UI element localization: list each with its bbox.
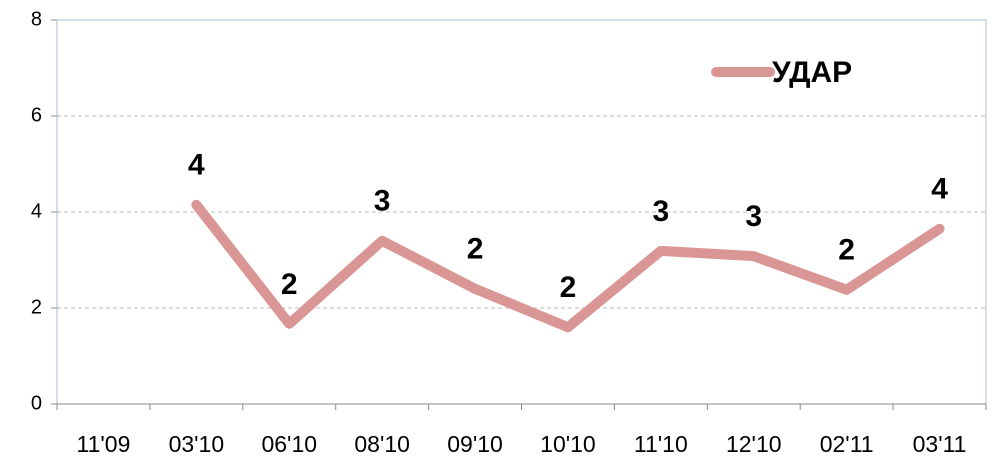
data-label: 3 xyxy=(653,195,670,228)
x-tick-label: 11'10 xyxy=(634,431,688,457)
data-label: 3 xyxy=(745,200,762,233)
data-label: 3 xyxy=(374,185,391,218)
y-tick-label: 4 xyxy=(31,200,42,222)
x-tick-label: 02'11 xyxy=(820,431,874,457)
x-tick-label: 12'10 xyxy=(726,431,782,457)
data-label: 2 xyxy=(467,233,484,266)
x-tick-label: 03'11 xyxy=(913,431,967,457)
y-tick-label: 0 xyxy=(31,392,42,414)
data-label: 4 xyxy=(188,149,205,182)
y-tick-label: 8 xyxy=(31,8,42,30)
y-tick-label: 6 xyxy=(31,104,42,126)
data-label: 2 xyxy=(560,271,577,304)
x-tick-label: 06'10 xyxy=(261,431,317,457)
x-tick-label: 09'10 xyxy=(447,431,503,457)
x-tick-label: 08'10 xyxy=(354,431,410,457)
legend-box xyxy=(636,36,958,108)
data-label: 2 xyxy=(281,268,298,301)
x-tick-label: 10'10 xyxy=(540,431,596,457)
x-tick-label: 03'10 xyxy=(169,431,225,457)
data-label: 2 xyxy=(838,234,855,267)
legend-label: УДАР xyxy=(772,56,852,89)
data-line xyxy=(191,199,945,333)
y-tick-label: 2 xyxy=(31,296,42,318)
x-tick-label: 11'09 xyxy=(77,431,131,457)
data-label: 4 xyxy=(931,173,948,206)
